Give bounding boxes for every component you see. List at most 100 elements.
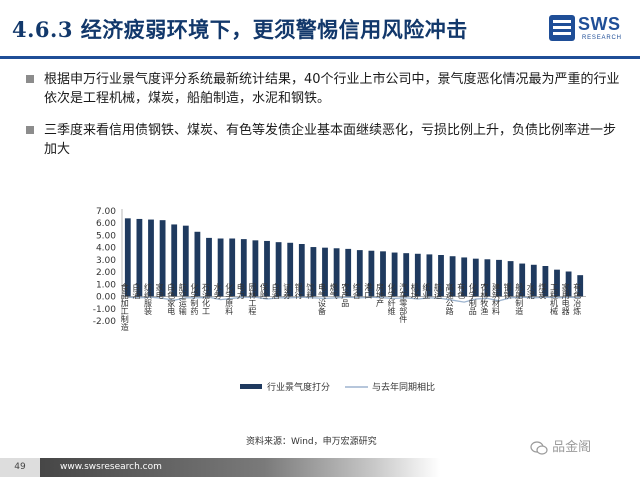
bar [542,266,549,297]
x-tick-label: 有色冶炼 [573,282,582,316]
x-tick-label: 房地产 [376,282,385,308]
bar [391,252,398,297]
legend-bar-swatch [240,384,262,389]
x-tick-label: 家电 [155,282,164,299]
bar [345,248,352,297]
bar [356,250,363,297]
x-tick-label: 有色 [457,282,466,299]
legend-label: 行业景气度打分 [267,381,330,393]
legend-label: 与去年同期相比 [372,381,435,393]
x-tick-label: 饮料 [306,282,315,300]
bar [310,247,317,297]
watermark: 品金阁 [530,436,591,455]
bar [472,258,479,297]
x-tick-label: 农林牧渔 [480,282,489,315]
x-tick-label: 食品加工制造 [120,282,129,332]
x-tick-label: 建筑材料 [492,282,501,316]
bullet-item: 根据申万行业景气度评分系统最新统计结果，40个行业上市公司中，景气度恶化情况最为… [26,70,626,108]
x-tick-label: 船舶制造 [515,282,524,316]
bar [496,259,502,297]
bullet-item: 三季度来看信用债钢铁、煤炭、有色等发债企业基本面继续恶化，亏损比例上升，负债比例… [26,121,626,159]
bar [577,275,584,297]
bar [159,220,166,297]
x-tick-label: 电气设备 [318,282,327,316]
bar [414,253,421,297]
page-number: 49 [0,458,40,477]
bar [252,240,259,297]
x-tick-label: 机场 [410,282,419,300]
x-tick-label: 航运 [434,282,443,300]
x-tick-label: 煤炭 [538,282,547,300]
bar [403,253,410,297]
series-line [127,296,581,303]
sws-logo: SWS RESEARCH [548,14,628,46]
header-rule [0,56,640,59]
x-tick-label: 水务 [213,282,222,300]
x-tick-label: 保险 [260,282,269,300]
bar [519,263,526,297]
x-tick-label: 燃气 [329,282,338,299]
bar [217,238,224,297]
x-tick-label: 工程机械 [550,283,559,316]
bar [148,219,154,297]
bar [322,247,328,297]
y-tick-label: 4.00 [96,244,116,254]
x-tick-label: 白色家电 [167,282,176,315]
bar [229,238,236,297]
x-tick-label: 钢铁 [503,282,512,300]
bar [438,255,444,297]
x-tick-label: 化学制药 [190,282,199,316]
bar [136,218,143,297]
x-tick-label: 家用电器 [561,282,570,316]
bar [206,237,212,297]
x-tick-label: 电力 [236,282,245,300]
watermark-text: 品金阁 [552,440,592,455]
bar [298,244,305,297]
bar [565,271,572,297]
x-tick-label: 纸业 [422,282,431,299]
bar [194,231,201,297]
bar [171,224,178,297]
bar [368,250,375,297]
y-tick-label: -2.00 [93,317,117,327]
y-tick-label: 2.00 [96,268,116,278]
bullet-square-icon [26,75,34,83]
y-tick-label: 6.00 [96,219,116,229]
bar [530,264,537,297]
bar [484,259,491,297]
x-tick-label: 港口 [364,282,373,299]
bar [182,225,189,297]
bar [333,248,340,297]
x-tick-label: 白酒 [132,282,141,300]
industry-sentiment-chart: 7.00 6.00 5.00 4.00 3.00 2.00 1.00 0.00 -1.00 -2.… [93,207,586,393]
bar [124,218,131,297]
logo-subtext: RESEARCH [582,35,622,41]
bar [554,269,560,297]
bullet-text: 根据申万行业景气度评分系统最新统计结果，40个行业上市公司中，景气度恶化情况最为… [44,72,620,106]
x-tick-label: 化学原料 [225,282,234,316]
x-tick-label: 化学制品 [468,282,477,316]
x-tick-label: 园林工程 [248,283,257,316]
y-tick-label: 1.00 [96,280,116,290]
x-tick-label: 航空运输 [178,282,187,316]
y-tick-label: 0.00 [96,293,116,303]
logo-icon [549,15,575,41]
x-tick-label: 水泥 [526,282,535,300]
wechat-icon [530,440,548,455]
bar [426,254,433,297]
bar [461,257,468,297]
x-tick-label: 银行 [294,282,303,300]
y-tick-label: 5.00 [96,231,116,241]
footer-url[interactable]: www.swsresearch.com [60,462,162,472]
bar [264,240,270,297]
x-tick-label: 农产品 [341,282,350,308]
x-tick-label: 高速公路 [445,282,454,315]
bullet-square-icon [26,126,34,134]
x-tick-label: 汽车零部件 [399,282,408,324]
bullet-text: 三季度来看信用债钢铁、煤炭、有色等发债企业基本面继续恶化，亏损比例上升，负债比例… [44,123,617,157]
bar [287,242,294,297]
bar [507,261,514,297]
y-tick-label: 7.00 [96,207,116,217]
y-tick-label: -1.00 [93,305,117,315]
bar [275,242,282,297]
